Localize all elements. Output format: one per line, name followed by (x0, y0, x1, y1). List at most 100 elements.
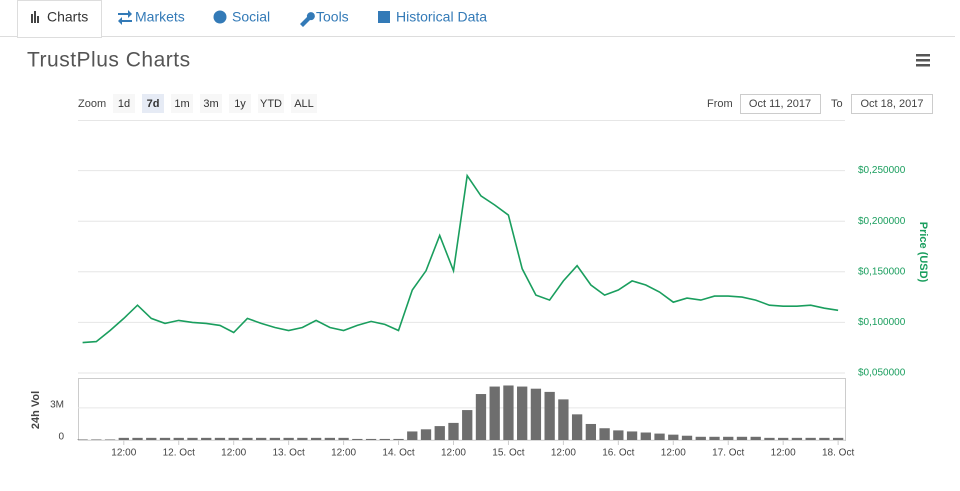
from-input[interactable] (740, 94, 821, 114)
from-value[interactable]: Oct 11, 2017 (749, 98, 811, 110)
tab[interactable]: Tools (316, 9, 349, 25)
active-tab[interactable] (17, 0, 102, 38)
volume-bar (489, 386, 500, 440)
tab[interactable]: Markets (135, 9, 185, 25)
volume-panel (78, 378, 846, 441)
volume-bar (475, 394, 487, 440)
zoom-button[interactable] (142, 94, 164, 113)
volume-bar (462, 410, 473, 440)
zoom-button[interactable] (171, 94, 193, 113)
zoom-button-label[interactable]: 1d (118, 98, 130, 110)
tab-icon (378, 11, 390, 23)
volume-bar (599, 428, 610, 440)
tab[interactable]: Social (232, 9, 270, 25)
from-label: From (707, 98, 733, 110)
volume-bar (352, 438, 363, 440)
volume-bar (626, 431, 638, 440)
x-tick-label: 16. Oct (602, 448, 634, 459)
tab-icon (31, 11, 39, 23)
x-tick-label: 12:00 (771, 448, 796, 459)
x-tick-label: 14. Oct (382, 448, 414, 459)
to-input[interactable] (851, 94, 933, 114)
to-value[interactable]: Oct 18, 2017 (861, 98, 924, 110)
chart-title: TrustPlus Charts (27, 49, 191, 72)
y-tick-label: $0,050000 (858, 368, 906, 379)
volume-bar (146, 437, 157, 440)
volume-bar (585, 423, 597, 440)
volume-bar (448, 422, 459, 440)
volume-bar (187, 437, 198, 440)
volume-bar (297, 437, 308, 440)
volume-bar (310, 437, 322, 440)
zoom-button[interactable] (258, 94, 284, 113)
tab-icon (213, 10, 227, 24)
y-axis-title: 24h Vol (30, 391, 42, 429)
y-tick-label: 3M (50, 400, 64, 411)
volume-bar (159, 437, 171, 440)
volume-bar (91, 439, 102, 440)
zoom-button-label[interactable]: 3m (203, 98, 218, 110)
volume-bar (791, 437, 803, 440)
zoom-button-label[interactable]: 1m (174, 98, 189, 110)
zoom-button-label[interactable]: 7d (147, 98, 160, 110)
volume-bar (269, 437, 281, 440)
volume-bar (434, 426, 445, 440)
volume-bar (407, 431, 418, 440)
volume-bar (283, 437, 294, 440)
volume-bar (736, 436, 748, 440)
volume-bar (517, 386, 528, 440)
volume-bar (420, 429, 432, 440)
volume-bar (571, 414, 583, 440)
zoom-button[interactable] (200, 94, 222, 113)
x-tick-label: 15. Oct (492, 448, 524, 459)
volume-bar (709, 436, 720, 440)
volume-bar (640, 432, 651, 440)
x-tick-label: 12:00 (551, 448, 576, 459)
volume-bar (805, 437, 816, 440)
volume-bar (228, 437, 239, 440)
price-line (82, 173, 839, 344)
y-tick-label: 0 (58, 432, 64, 443)
y-tick-label: $0,100000 (858, 317, 906, 328)
x-tick-label: 12:00 (111, 448, 136, 459)
tab[interactable]: Charts (47, 9, 88, 25)
x-tick-label: 12:00 (441, 448, 466, 459)
x-tick-label: 18. Oct (822, 448, 854, 459)
menu-icon[interactable] (916, 54, 930, 67)
volume-bar (503, 385, 514, 440)
volume-bar (118, 437, 129, 440)
volume-bar (214, 437, 226, 440)
volume-bar (173, 437, 184, 440)
volume-bar (723, 436, 734, 440)
tab-icon (118, 10, 132, 25)
zoom-button[interactable] (291, 94, 317, 113)
volume-bar (819, 437, 830, 440)
volume-bar (778, 437, 789, 440)
volume-bar (695, 436, 706, 440)
y-tick-label: $0,250000 (858, 165, 906, 176)
volume-bar (558, 399, 569, 440)
x-tick-label: 17. Oct (712, 448, 744, 459)
volume-bar (681, 435, 693, 440)
volume-bar (104, 439, 116, 440)
y-tick-label: $0,150000 (858, 266, 906, 277)
x-tick-label: 12:00 (221, 448, 246, 459)
zoom-button[interactable] (229, 94, 251, 113)
tab[interactable]: Historical Data (396, 9, 487, 25)
zoom-button[interactable] (113, 94, 135, 113)
x-tick-label: 12. Oct (163, 448, 195, 459)
volume-bar (324, 437, 336, 440)
zoom-button-label[interactable]: ALL (294, 98, 314, 110)
to-label: To (831, 98, 843, 110)
x-tick-label: 12:00 (661, 448, 686, 459)
zoom-button-label[interactable]: 1y (234, 98, 246, 110)
zoom-label: Zoom (78, 98, 106, 110)
volume-bar (832, 437, 844, 440)
volume-bar (132, 437, 143, 440)
zoom-button-label[interactable]: YTD (260, 98, 282, 110)
volume-bar (379, 438, 390, 440)
volume-bar (256, 437, 267, 440)
volume-bar (750, 436, 761, 440)
y-axis-title: Price (USD) (917, 222, 929, 283)
